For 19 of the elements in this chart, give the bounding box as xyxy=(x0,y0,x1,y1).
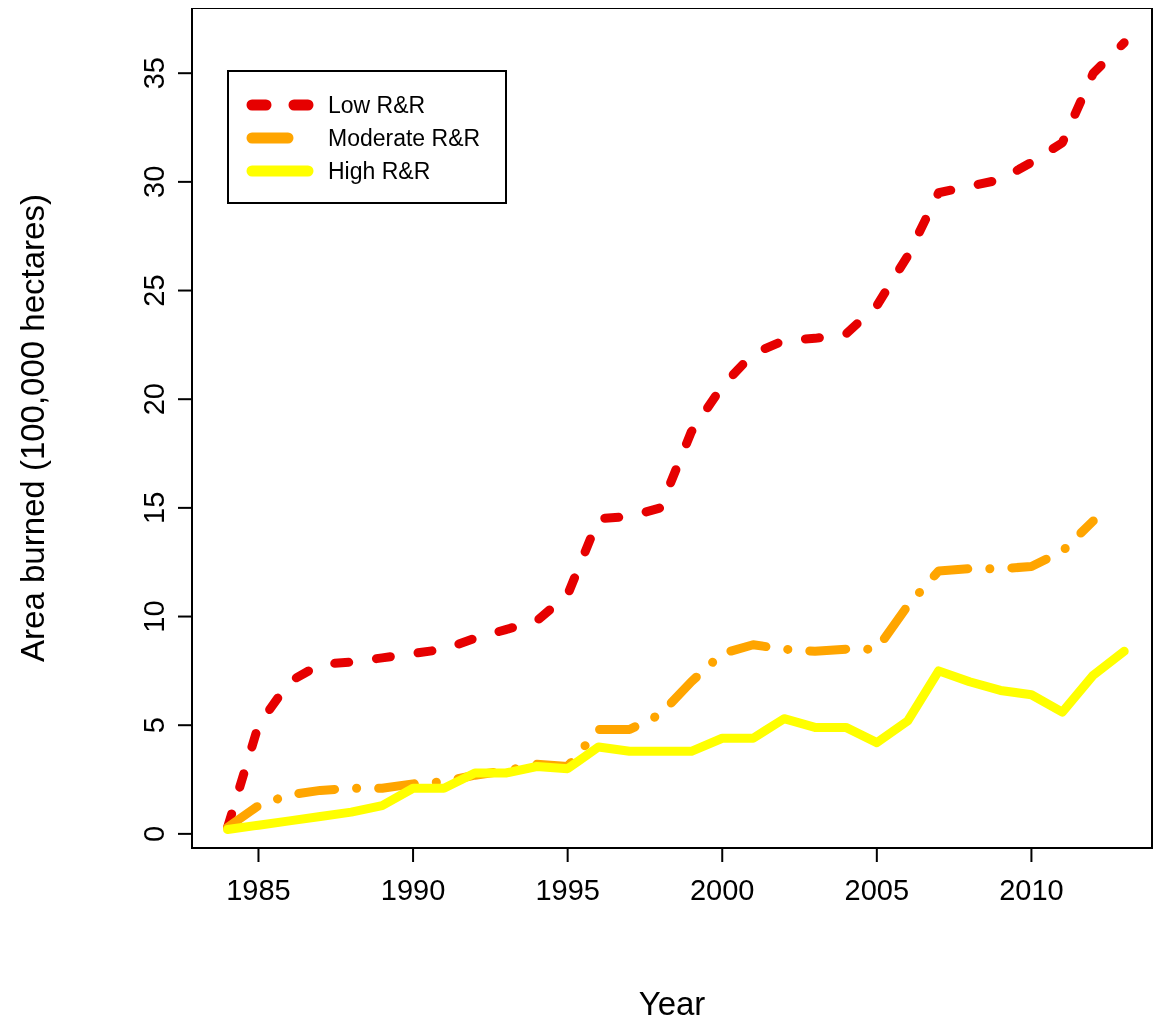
legend-label: High R&R xyxy=(328,158,431,184)
x-tick-label: 2000 xyxy=(689,874,755,906)
y-tick-label: 30 xyxy=(138,165,170,198)
legend-label: Moderate R&R xyxy=(328,125,481,151)
y-tick-label: 10 xyxy=(138,600,170,633)
legend-label: Low R&R xyxy=(328,92,426,118)
y-tick-label: 20 xyxy=(138,383,170,416)
y-tick-label: 5 xyxy=(138,717,170,734)
x-axis-title: Year xyxy=(638,985,706,1022)
x-tick-label: 1990 xyxy=(380,874,446,906)
y-tick-label: 0 xyxy=(138,825,170,842)
x-tick-label: 1995 xyxy=(535,874,600,906)
y-axis-title: Area burned (100,000 hectares) xyxy=(14,194,51,662)
x-tick-label: 2005 xyxy=(844,874,910,906)
x-tick-label: 2010 xyxy=(999,874,1064,906)
y-tick-label: 35 xyxy=(138,57,170,90)
y-tick-label: 25 xyxy=(138,274,170,307)
x-tick-label: 1985 xyxy=(226,874,291,906)
y-tick-label: 15 xyxy=(138,491,170,524)
